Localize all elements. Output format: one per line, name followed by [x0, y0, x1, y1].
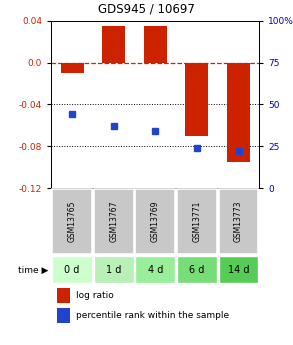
Text: 4 d: 4 d — [148, 265, 163, 275]
Bar — [185, 62, 208, 136]
Bar — [227, 62, 250, 162]
Text: 14 d: 14 d — [228, 265, 249, 275]
Text: GSM13767: GSM13767 — [109, 201, 118, 243]
Text: GSM13765: GSM13765 — [68, 201, 76, 243]
Bar — [219, 256, 258, 284]
Bar — [144, 26, 167, 62]
Bar — [61, 62, 84, 73]
Text: GSM13773: GSM13773 — [234, 201, 243, 243]
Text: GSM13771: GSM13771 — [193, 201, 201, 242]
Bar — [219, 189, 258, 254]
Text: 0 d: 0 d — [64, 265, 80, 275]
Text: time ▶: time ▶ — [18, 265, 48, 275]
Bar — [135, 256, 175, 284]
Bar — [135, 189, 175, 254]
Bar — [177, 189, 217, 254]
Bar — [177, 256, 217, 284]
Bar — [102, 26, 125, 62]
Text: percentile rank within the sample: percentile rank within the sample — [76, 311, 229, 320]
Bar — [94, 189, 134, 254]
Text: GSM13769: GSM13769 — [151, 201, 160, 243]
Bar — [94, 256, 134, 284]
Text: log ratio: log ratio — [76, 291, 114, 300]
Text: 6 d: 6 d — [189, 265, 205, 275]
Text: 1 d: 1 d — [106, 265, 121, 275]
Bar — [52, 256, 92, 284]
Text: GDS945 / 10697: GDS945 / 10697 — [98, 2, 195, 16]
Bar — [52, 189, 92, 254]
